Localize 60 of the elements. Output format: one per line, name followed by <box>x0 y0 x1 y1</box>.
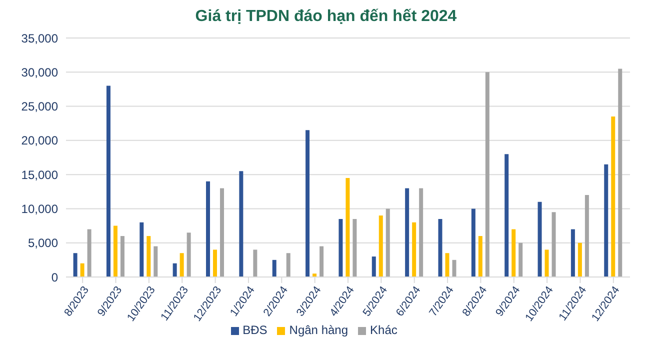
bar <box>584 195 589 277</box>
bar <box>180 253 184 277</box>
chart-title: Giá trị TPDN đáo hạn đến hết 2024 <box>194 8 458 26</box>
bar <box>106 86 110 277</box>
bar <box>140 222 144 277</box>
bar <box>206 181 210 277</box>
bar <box>186 232 191 277</box>
y-tick-label: 20,000 <box>21 134 58 148</box>
legend-label: Khác <box>370 323 398 337</box>
bar <box>604 164 608 277</box>
bar <box>338 218 343 277</box>
bar <box>306 130 310 277</box>
bar <box>346 178 350 277</box>
bar <box>239 171 244 277</box>
bar <box>378 216 383 277</box>
bar <box>80 263 84 277</box>
bar <box>485 72 490 277</box>
y-tick-label: 0 <box>51 270 58 284</box>
bar <box>352 218 357 277</box>
bar <box>113 226 118 277</box>
bar <box>611 116 616 277</box>
bar <box>372 256 376 277</box>
bar <box>419 188 424 277</box>
bar <box>272 260 276 277</box>
y-tick-label: 5,000 <box>28 236 58 250</box>
y-tick-label: 35,000 <box>21 31 58 46</box>
bar <box>412 222 416 277</box>
y-tick-label: 30,000 <box>21 65 58 80</box>
bar <box>445 253 450 277</box>
legend-label: BĐS <box>242 323 268 337</box>
bar <box>253 250 258 277</box>
bar <box>518 242 523 277</box>
bar <box>471 208 476 277</box>
y-tick-label: 25,000 <box>21 100 58 114</box>
bar <box>87 229 92 277</box>
bar <box>478 236 482 277</box>
bar <box>438 218 442 277</box>
legend-label: Ngân hàng <box>289 323 348 337</box>
bar <box>618 68 622 277</box>
bar <box>220 188 224 277</box>
bar <box>120 236 124 277</box>
bar <box>286 253 290 277</box>
bar <box>386 208 390 277</box>
bar <box>544 250 549 277</box>
bar <box>552 212 556 277</box>
bar <box>73 253 78 277</box>
bar <box>213 250 218 277</box>
bar <box>452 260 456 277</box>
bar <box>172 263 177 277</box>
bar <box>405 188 410 277</box>
bar <box>320 246 324 277</box>
bar <box>570 229 575 277</box>
bar <box>512 229 516 277</box>
bar <box>146 236 151 277</box>
bar <box>504 154 509 277</box>
bar <box>538 202 542 277</box>
bar <box>154 246 158 277</box>
bar <box>578 242 582 277</box>
y-tick-label: 10,000 <box>21 202 58 216</box>
y-tick-label: 15,000 <box>21 168 58 182</box>
